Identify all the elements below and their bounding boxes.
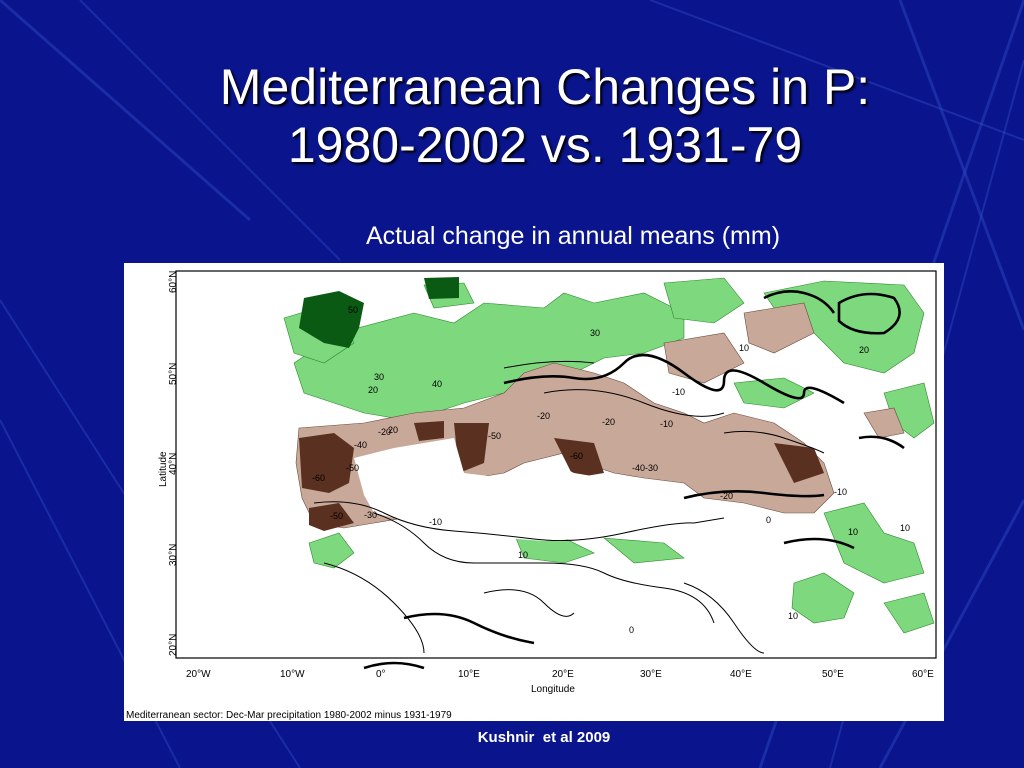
contour-label: 10 (518, 550, 528, 560)
contour-label: 50 (348, 305, 358, 315)
lon-tick-label: 20°W (186, 669, 211, 680)
contour-label: 10 (900, 523, 910, 533)
contour-label: 20 (859, 345, 869, 355)
contour-label: 30 (590, 328, 600, 338)
contour-label: -60 (570, 451, 583, 461)
contour-label: -50 (330, 511, 343, 521)
contour-label: 10 (848, 527, 858, 537)
lon-tick-label: 50°E (822, 669, 844, 680)
lon-tick-label: 30°E (640, 669, 662, 680)
slide-subtitle: Actual change in annual means (mm) (365, 222, 781, 250)
latitude-axis: 60°N 50°N 40°N 30°N 20°N Latitude (158, 271, 179, 656)
contour-label: -60 (312, 473, 325, 483)
contour-label: 20 (388, 425, 398, 435)
title-line-2: 1980-2002 vs. 1931-79 (287, 117, 803, 173)
map-caption: Mediterranean sector: Dec-Mar precipitat… (126, 710, 452, 721)
map-plot-area (283, 277, 935, 670)
contour-label: -50 (488, 431, 501, 441)
strong-negative-regions (299, 421, 824, 531)
plot-border (175, 270, 937, 659)
lon-tick-label: 0° (376, 669, 386, 680)
title-line-1: Mediterranean Changes in P: (219, 59, 871, 115)
contour-label: -30 (364, 510, 377, 520)
contour-label: -40-30 (632, 463, 658, 473)
contour-label: -10 (660, 419, 673, 429)
citation-credit: Kushnir et al 2009 (477, 729, 611, 746)
x-axis-label: Longitude (531, 684, 575, 695)
contour-label: -50 (346, 463, 359, 473)
contour-label: 0 (629, 625, 634, 635)
lat-tick-label: 40°N (168, 453, 179, 475)
contour-label: -10 (672, 387, 685, 397)
slide-title: Mediterranean Changes in P: 1980-2002 vs… (0, 58, 1024, 174)
contour-label: 0 (766, 515, 771, 525)
precipitation-change-map: 50 30 40 30 20 10 20 -10 -20 -40 -50 -60… (124, 263, 944, 721)
contour-label: -10 (834, 487, 847, 497)
lon-tick-label: 10°E (458, 669, 480, 680)
lon-tick-label: 10°W (280, 669, 305, 680)
coastlines-and-contours (313, 360, 825, 654)
zero-contour (363, 290, 905, 670)
contour-label: 40 (432, 379, 442, 389)
contour-label: 30 (374, 372, 384, 382)
lat-tick-label: 20°N (168, 634, 179, 656)
lat-tick-label: 50°N (168, 363, 179, 385)
y-axis-label: Latitude (158, 451, 169, 487)
lat-tick-label: 30°N (168, 544, 179, 566)
contour-label: 10 (739, 343, 749, 353)
contour-label: -10 (429, 517, 442, 527)
contour-label: -20 (378, 427, 391, 437)
strong-positive-regions (299, 277, 459, 348)
contour-label: -20 (602, 417, 615, 427)
contour-label: -40 (354, 440, 367, 450)
lon-tick-label: 60°E (912, 669, 934, 680)
lon-tick-label: 40°E (730, 669, 752, 680)
contour-label: -20 (720, 491, 733, 501)
mediterranean-sea (354, 438, 704, 541)
contour-label: 10 (788, 611, 798, 621)
lat-tick-label: 60°N (168, 271, 179, 293)
contour-label: 20 (368, 385, 378, 395)
contour-label: -20 (537, 411, 550, 421)
lon-tick-label: 20°E (552, 669, 574, 680)
longitude-axis: 20°W 10°W 0° 10°E 20°E 30°E 40°E 50°E 60… (186, 669, 934, 695)
contour-labels: 50 30 40 30 20 10 20 -10 -20 -40 -50 -60… (312, 305, 910, 635)
